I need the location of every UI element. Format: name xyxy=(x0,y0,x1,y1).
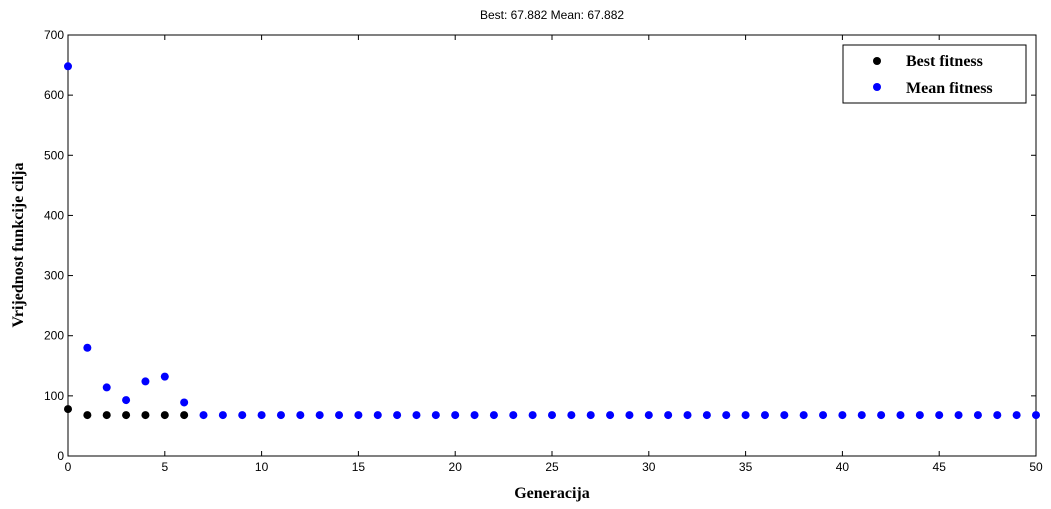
x-tick-label: 10 xyxy=(255,460,269,474)
point-mean-fitness xyxy=(122,396,131,405)
point-mean-fitness xyxy=(760,411,769,420)
point-mean-fitness xyxy=(838,411,847,420)
point-mean-fitness xyxy=(780,411,789,420)
legend-label-best-fitness: Best fitness xyxy=(906,53,983,70)
point-mean-fitness xyxy=(702,411,711,420)
point-mean-fitness xyxy=(83,343,92,352)
legend-marker-best-fitness xyxy=(873,57,881,65)
legend: Best fitness Mean fitness xyxy=(842,44,1027,104)
point-best-fitness xyxy=(122,411,131,420)
point-mean-fitness xyxy=(276,411,285,420)
x-tick-label: 45 xyxy=(933,460,947,474)
x-tick-label: 40 xyxy=(836,460,850,474)
point-mean-fitness xyxy=(819,411,828,420)
point-best-fitness xyxy=(141,411,150,420)
x-tick-label: 0 xyxy=(65,460,72,474)
point-mean-fitness xyxy=(606,411,615,420)
y-axis-label: Vrijednost funkcije cilja xyxy=(10,162,27,327)
point-best-fitness xyxy=(83,411,92,420)
x-tick-label: 20 xyxy=(449,460,463,474)
x-axis-ticks: 0 5 10 15 20 25 30 35 40 45 50 xyxy=(65,35,1043,474)
point-mean-fitness xyxy=(509,411,518,420)
y-tick-label: 100 xyxy=(44,389,64,403)
y-tick-label: 0 xyxy=(57,449,64,463)
x-tick-label: 25 xyxy=(545,460,559,474)
x-tick-label: 15 xyxy=(352,460,366,474)
y-tick-label: 600 xyxy=(44,88,64,102)
x-tick-label: 5 xyxy=(161,460,168,474)
point-mean-fitness xyxy=(935,411,944,420)
point-mean-fitness xyxy=(973,411,982,420)
point-mean-fitness xyxy=(238,411,247,420)
point-mean-fitness xyxy=(180,398,189,407)
x-axis-label: Generacija xyxy=(514,485,590,502)
x-tick-label: 50 xyxy=(1029,460,1043,474)
point-mean-fitness xyxy=(954,411,963,420)
point-mean-fitness xyxy=(528,411,537,420)
point-mean-fitness xyxy=(335,411,344,420)
y-tick-label: 400 xyxy=(44,208,64,222)
point-mean-fitness xyxy=(993,411,1002,420)
legend-label-mean-fitness: Mean fitness xyxy=(906,80,993,97)
point-best-fitness xyxy=(180,411,189,420)
point-mean-fitness xyxy=(625,411,634,420)
point-mean-fitness xyxy=(373,411,382,420)
point-mean-fitness xyxy=(64,62,72,71)
point-mean-fitness xyxy=(393,411,402,420)
point-mean-fitness xyxy=(567,411,576,420)
point-mean-fitness xyxy=(664,411,673,420)
point-mean-fitness xyxy=(257,411,266,420)
y-tick-label: 200 xyxy=(44,329,64,343)
point-best-fitness xyxy=(160,411,169,420)
point-best-fitness xyxy=(64,405,72,414)
data-points xyxy=(64,62,1040,420)
point-mean-fitness xyxy=(199,411,208,420)
point-mean-fitness xyxy=(915,411,924,420)
point-mean-fitness xyxy=(470,411,479,420)
chart-title: Best: 67.882 Mean: 67.882 xyxy=(480,8,624,22)
point-mean-fitness xyxy=(586,411,595,420)
point-mean-fitness xyxy=(412,411,421,420)
point-mean-fitness xyxy=(683,411,692,420)
legend-marker-mean-fitness xyxy=(873,83,881,91)
y-tick-label: 300 xyxy=(44,269,64,283)
point-mean-fitness xyxy=(857,411,866,420)
point-mean-fitness xyxy=(489,411,498,420)
point-mean-fitness xyxy=(451,411,460,420)
point-mean-fitness xyxy=(296,411,305,420)
point-best-fitness xyxy=(102,411,111,420)
plot-frame xyxy=(67,34,1037,457)
point-mean-fitness xyxy=(354,411,363,420)
point-mean-fitness xyxy=(160,372,169,381)
point-mean-fitness xyxy=(141,377,150,386)
point-mean-fitness xyxy=(431,411,440,420)
y-tick-label: 500 xyxy=(44,148,64,162)
y-tick-label: 700 xyxy=(44,28,64,42)
point-mean-fitness xyxy=(722,411,731,420)
y-axis-ticks: 0 100 200 300 400 500 600 700 xyxy=(44,28,1036,463)
point-mean-fitness xyxy=(877,411,886,420)
point-mean-fitness xyxy=(1032,411,1040,420)
point-mean-fitness xyxy=(548,411,556,420)
point-mean-fitness xyxy=(644,411,653,420)
point-mean-fitness xyxy=(218,411,227,420)
point-mean-fitness xyxy=(799,411,808,420)
point-mean-fitness xyxy=(1012,411,1021,420)
legend-box xyxy=(842,44,1027,104)
point-mean-fitness xyxy=(896,411,905,420)
point-mean-fitness xyxy=(102,383,111,392)
x-tick-label: 30 xyxy=(642,460,656,474)
point-mean-fitness xyxy=(741,411,750,420)
point-mean-fitness xyxy=(315,411,324,420)
x-tick-label: 35 xyxy=(739,460,753,474)
